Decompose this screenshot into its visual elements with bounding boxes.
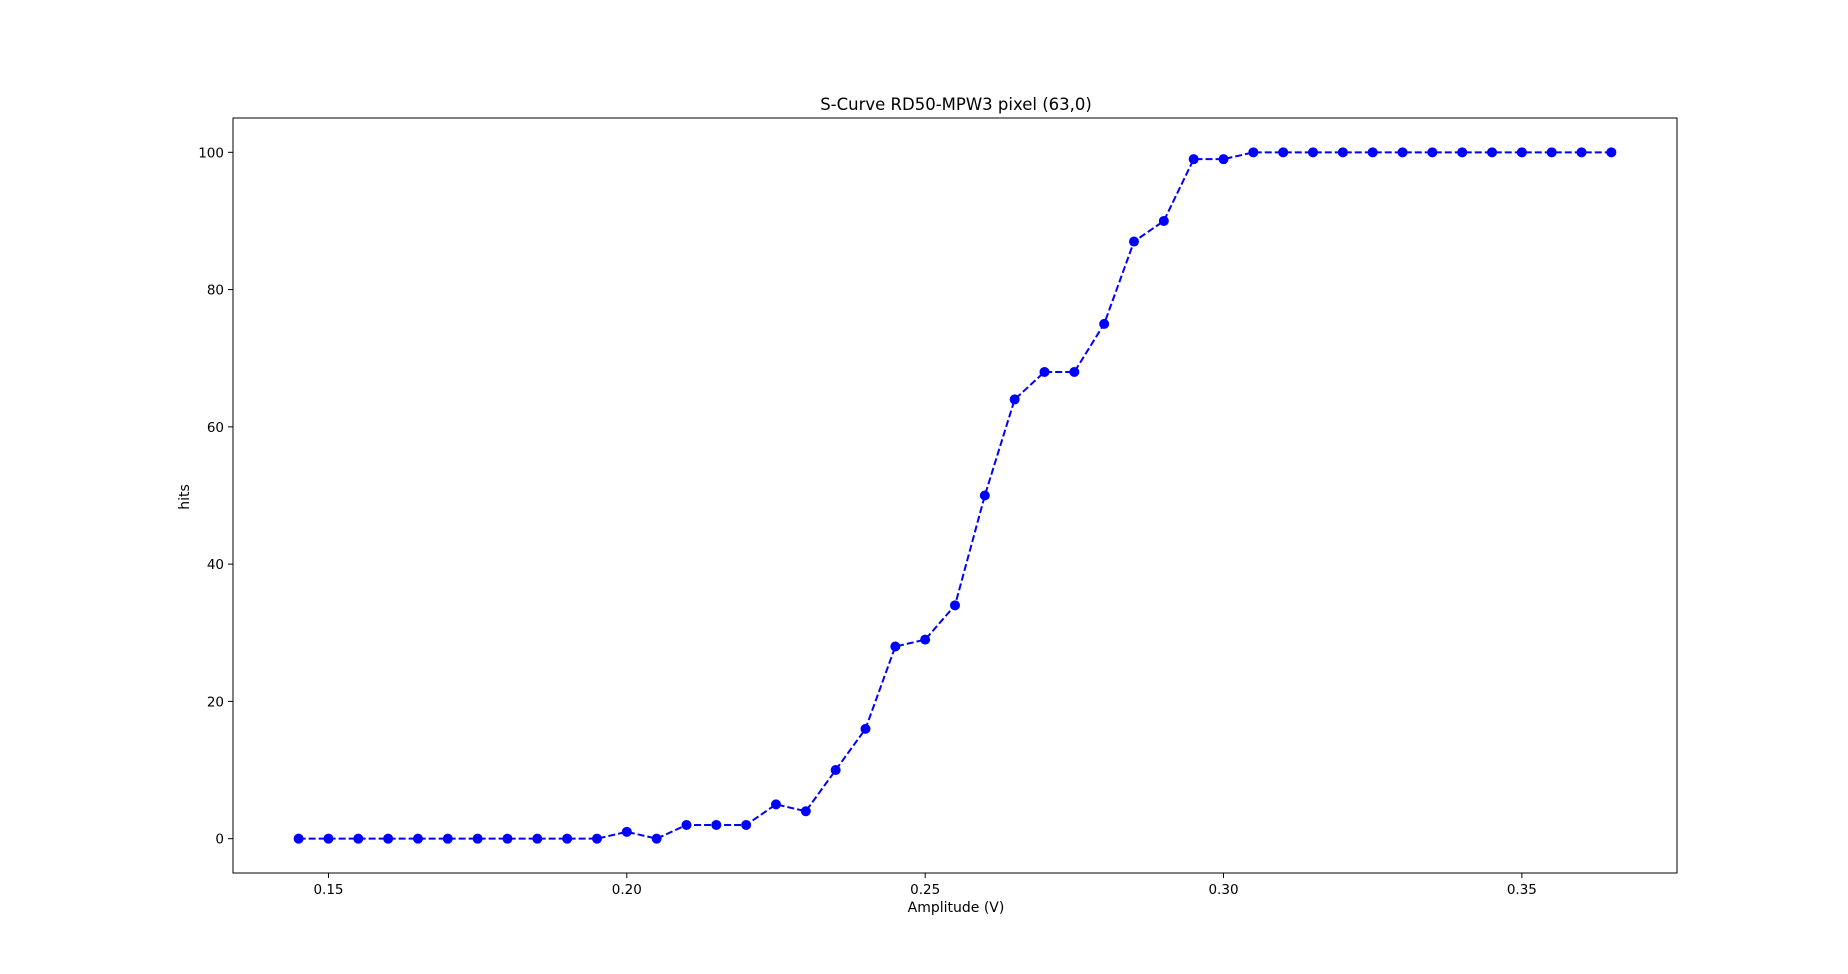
data-point	[591, 833, 602, 844]
x-tick-label: 0.15	[313, 882, 343, 898]
data-point	[323, 833, 334, 844]
data-point	[1308, 147, 1319, 158]
y-axis: 0 20 40 60 80 100	[198, 145, 233, 848]
data-point	[950, 600, 960, 611]
data-point	[562, 833, 573, 844]
data-point	[1337, 147, 1348, 158]
y-tick-label: 80	[207, 283, 224, 299]
x-tick-label: 0.20	[612, 882, 642, 898]
data-point	[979, 490, 990, 501]
data-point	[890, 641, 901, 652]
x-tick-label: 0.35	[1507, 882, 1537, 898]
data-point	[1188, 154, 1199, 165]
data-point	[1606, 147, 1617, 158]
data-point	[621, 826, 632, 837]
data-point	[1457, 147, 1468, 158]
chart-title: S-Curve RD50-MPW3 pixel (63,0)	[820, 95, 1092, 114]
data-point	[293, 833, 304, 844]
y-tick-label: 20	[207, 694, 224, 710]
data-point	[1158, 215, 1169, 226]
x-tick-label: 0.25	[910, 882, 940, 898]
y-tick-label: 60	[207, 420, 224, 436]
data-point	[1099, 318, 1110, 329]
data-point	[1278, 147, 1289, 158]
y-tick-label: 100	[198, 145, 224, 161]
data-point	[1487, 147, 1498, 158]
x-tick-label: 0.30	[1208, 882, 1238, 898]
x-axis-label: Amplitude (V)	[908, 900, 1005, 916]
data-point	[711, 819, 722, 830]
data-point	[651, 833, 662, 844]
data-point	[1367, 147, 1378, 158]
data-point	[502, 833, 513, 844]
y-axis-label: hits	[177, 484, 193, 510]
data-point	[383, 833, 394, 844]
data-point	[1516, 147, 1527, 158]
data-point	[472, 833, 483, 844]
data-point	[532, 833, 543, 844]
data-point	[800, 806, 811, 817]
data-point	[1576, 147, 1587, 158]
data-point	[860, 723, 871, 734]
y-tick-label: 0	[215, 832, 224, 848]
data-point	[1039, 366, 1050, 377]
axes-frame	[232, 117, 1678, 874]
data-point	[1546, 147, 1557, 158]
plot-area	[293, 147, 1617, 844]
y-tick-label: 40	[207, 557, 224, 573]
data-point	[830, 765, 841, 776]
data-point	[770, 799, 781, 810]
data-point	[681, 819, 692, 830]
x-axis: 0.15 0.20 0.25 0.30 0.35	[313, 873, 1537, 898]
data-point	[412, 833, 423, 844]
data-point	[1009, 394, 1020, 405]
data-point	[1248, 147, 1259, 158]
data-point	[1069, 366, 1080, 377]
data-point	[1427, 147, 1438, 158]
data-point	[920, 634, 931, 645]
data-point	[442, 833, 453, 844]
data-point	[741, 819, 752, 830]
data-point	[353, 833, 364, 844]
data-point	[1129, 236, 1140, 247]
data-point	[1218, 154, 1229, 165]
data-point	[1397, 147, 1408, 158]
